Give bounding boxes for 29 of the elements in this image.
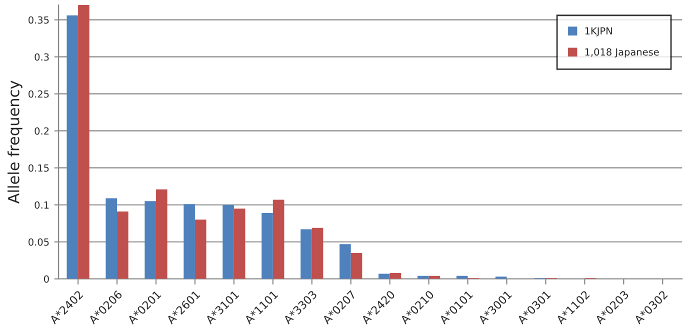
y-tick-label: 0.3 (34, 53, 49, 61)
y-tick-label: 0.2 (34, 127, 49, 135)
bar (66, 15, 78, 279)
bar (272, 200, 284, 279)
bar (234, 208, 246, 279)
legend-label: 1KJPN (585, 27, 612, 36)
bar (340, 244, 351, 279)
bar (184, 204, 195, 279)
legend-label: 1,018 Japanese (585, 48, 659, 58)
y-tick-label: 0.1 (34, 201, 49, 209)
bar (222, 204, 234, 279)
y-tick-label: 0.05 (28, 238, 49, 246)
bar (117, 212, 128, 279)
bar (378, 274, 390, 279)
bar (262, 213, 273, 279)
bar (390, 272, 402, 279)
bar (144, 201, 156, 279)
bar (300, 229, 312, 279)
bar (78, 5, 90, 279)
y-tick-label: 0 (44, 275, 49, 283)
y-tick-label: 0.15 (28, 164, 49, 172)
bar (156, 189, 168, 279)
bar (350, 252, 362, 279)
bar (106, 198, 118, 279)
bar (194, 220, 206, 279)
y-tick-label: 0.35 (28, 16, 49, 24)
bar (312, 228, 324, 279)
y-axis-title: Allele frequency (8, 80, 22, 204)
y-tick-label: 0.25 (28, 90, 49, 98)
